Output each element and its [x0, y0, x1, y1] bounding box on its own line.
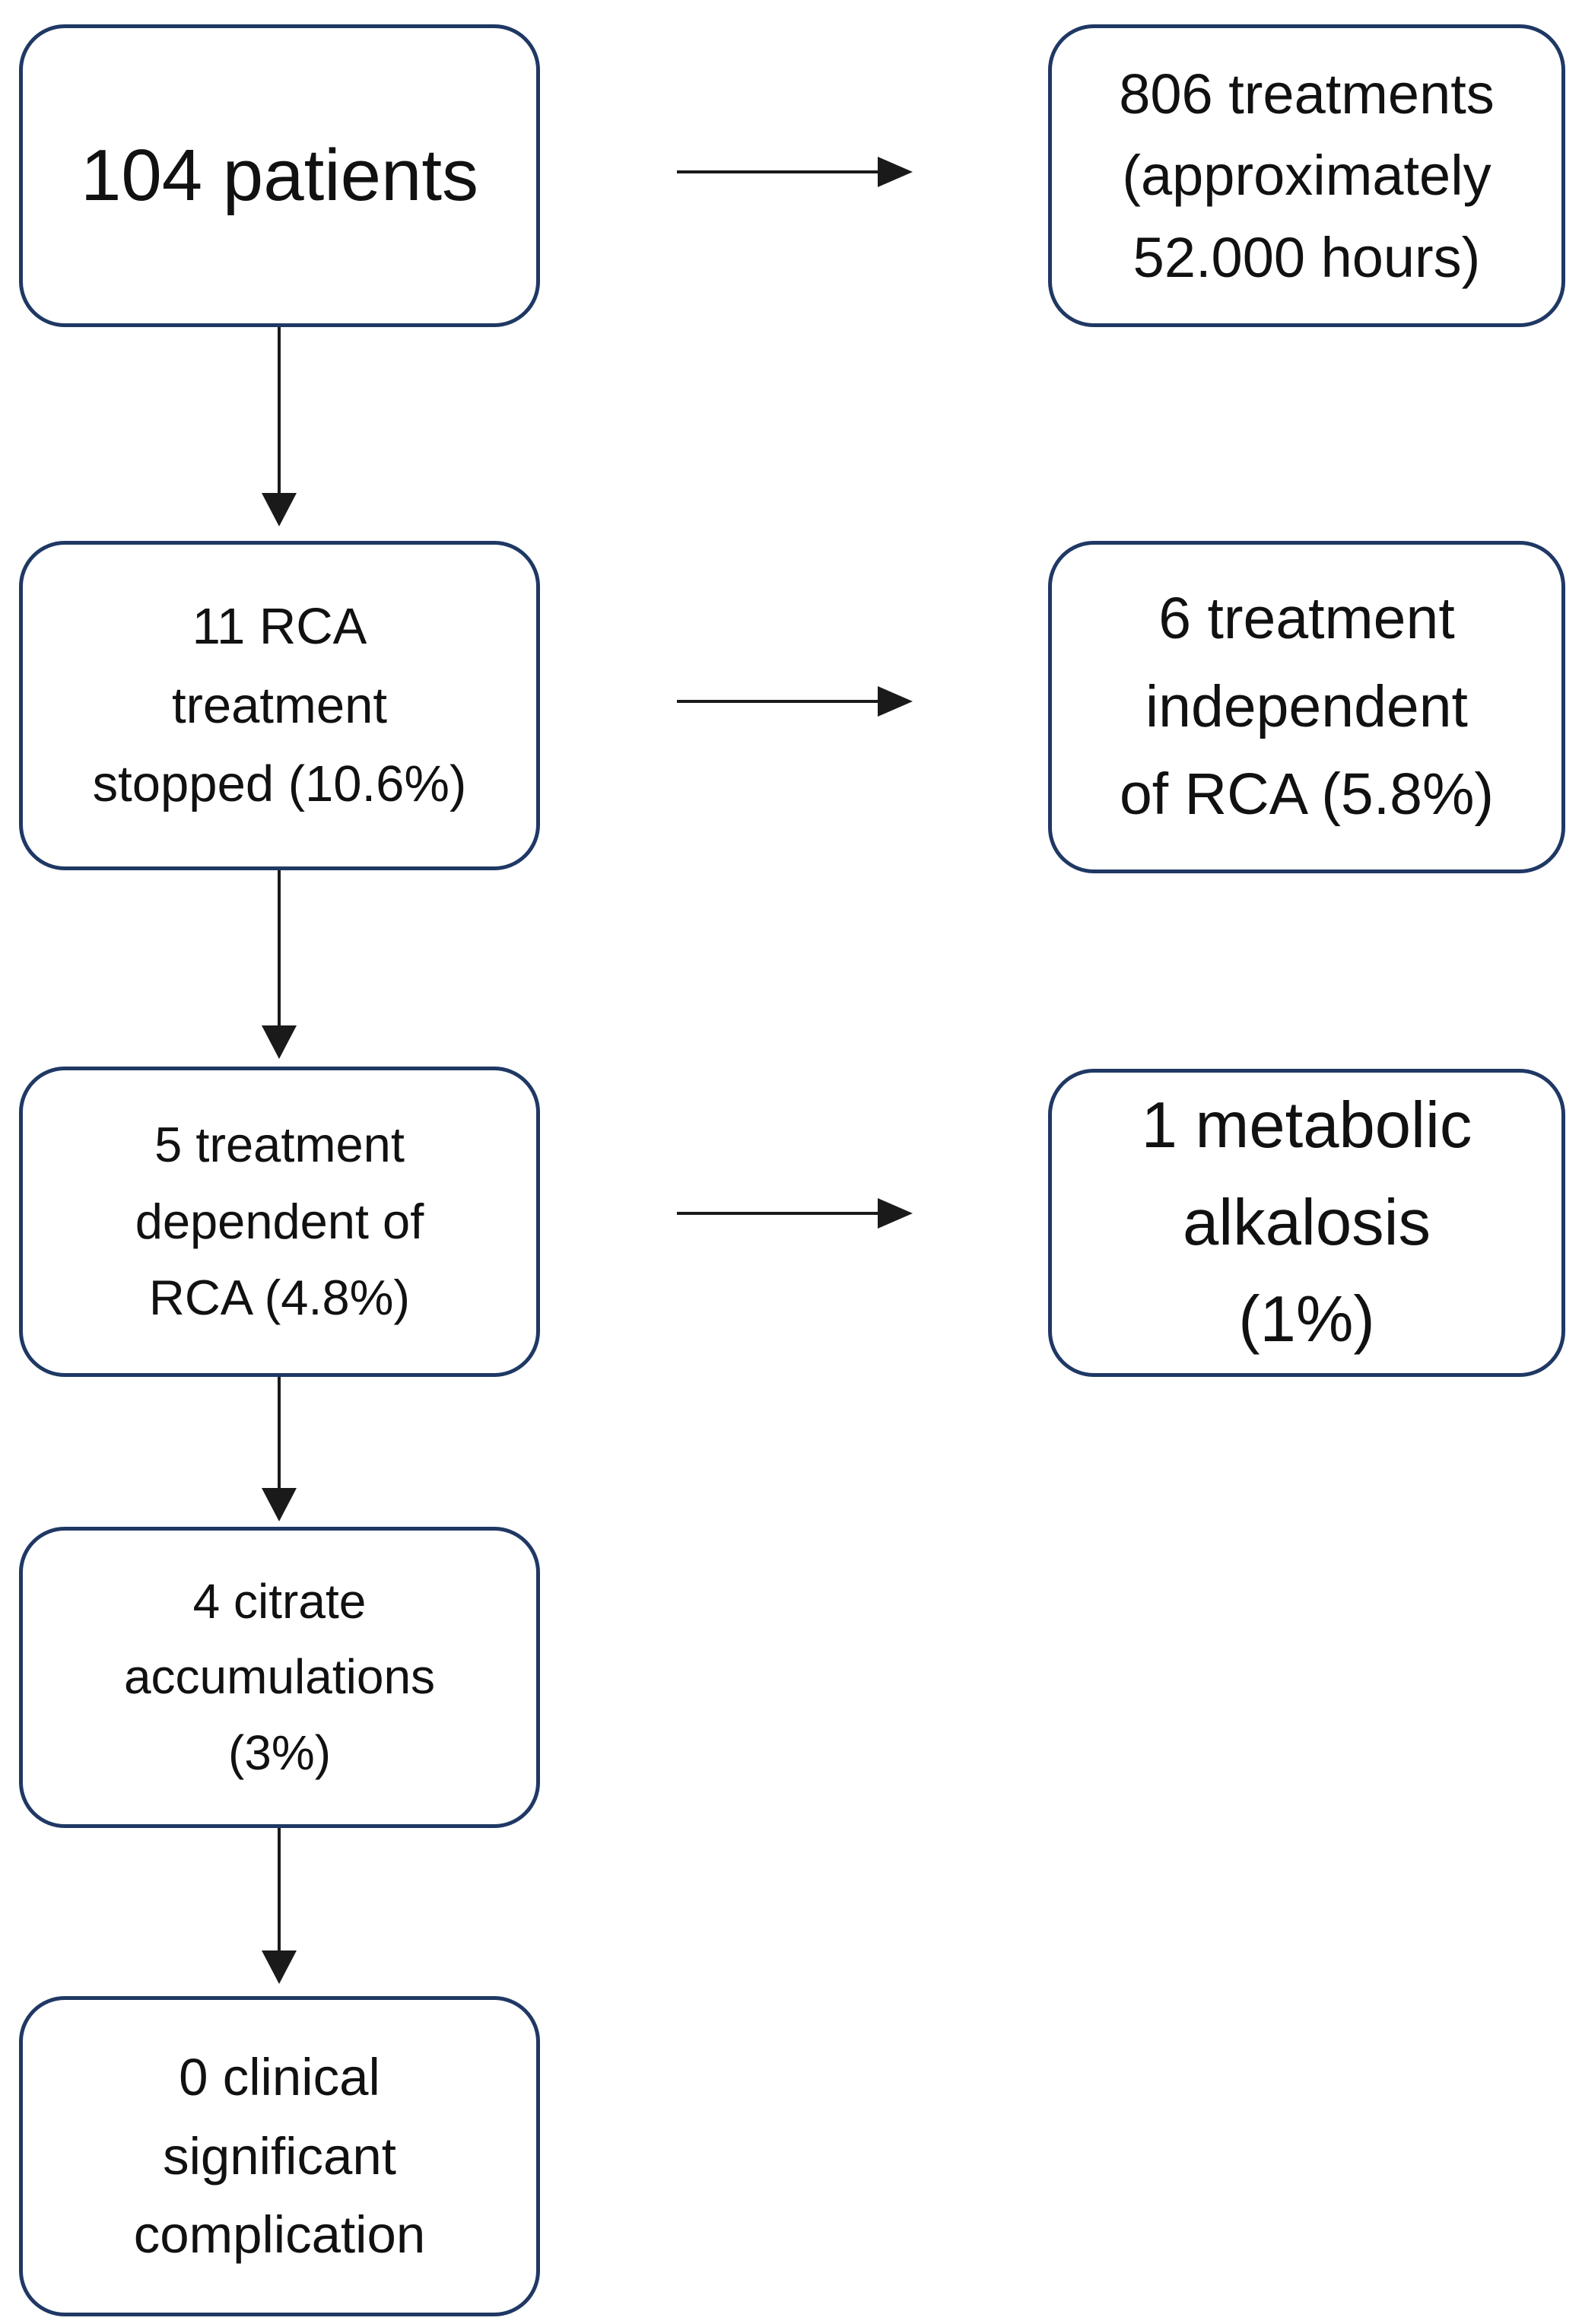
- arrow-line: [278, 870, 281, 1028]
- arrow-head-down-icon: [262, 493, 297, 526]
- node-treatments-total-label: 806 treatments (approximately 52.000 hou…: [1119, 62, 1495, 289]
- node-metabolic-alkalosis: 1 metabolic alkalosis (1%): [1048, 1069, 1565, 1377]
- node-rca-treatment-stopped: 11 RCA treatment stopped (10.6%): [19, 541, 540, 870]
- arrow-head-down-icon: [262, 1025, 297, 1059]
- arrow-line: [677, 700, 879, 703]
- node-patients: 104 patients: [19, 24, 540, 327]
- arrow-head-down-icon: [262, 1950, 297, 1984]
- arrow-line: [677, 1212, 879, 1215]
- node-clinical-significant-complication: 0 clinical significant complication: [19, 1996, 540, 2316]
- node-clinical-significant-complication-label: 0 clinical significant complication: [133, 2048, 426, 2265]
- node-rca-treatment-stopped-label: 11 RCA treatment stopped (10.6%): [92, 597, 467, 813]
- arrow-line: [278, 1828, 281, 1954]
- arrow-line: [278, 327, 281, 496]
- node-treatments-total: 806 treatments (approximately 52.000 hou…: [1048, 24, 1565, 327]
- arrow-head-right-icon: [878, 686, 913, 717]
- node-citrate-accumulations-label: 4 citrate accumulations (3%): [123, 1574, 436, 1780]
- arrow-line: [278, 1377, 281, 1491]
- arrow-line: [677, 170, 879, 173]
- node-citrate-accumulations: 4 citrate accumulations (3%): [19, 1527, 540, 1828]
- arrow-head-right-icon: [878, 1198, 913, 1229]
- node-patients-label: 104 patients: [80, 134, 479, 216]
- arrow-head-right-icon: [878, 157, 913, 187]
- node-treatment-independent-of-rca: 6 treatment independent of RCA (5.8%): [1048, 541, 1565, 873]
- node-treatment-dependent-of-rca: 5 treatment dependent of RCA (4.8%): [19, 1067, 540, 1377]
- node-treatment-dependent-of-rca-label: 5 treatment dependent of RCA (4.8%): [135, 1116, 424, 1326]
- node-metabolic-alkalosis-label: 1 metabolic alkalosis (1%): [1141, 1089, 1472, 1356]
- node-treatment-independent-of-rca-label: 6 treatment independent of RCA (5.8%): [1119, 586, 1495, 828]
- arrow-head-down-icon: [262, 1488, 297, 1521]
